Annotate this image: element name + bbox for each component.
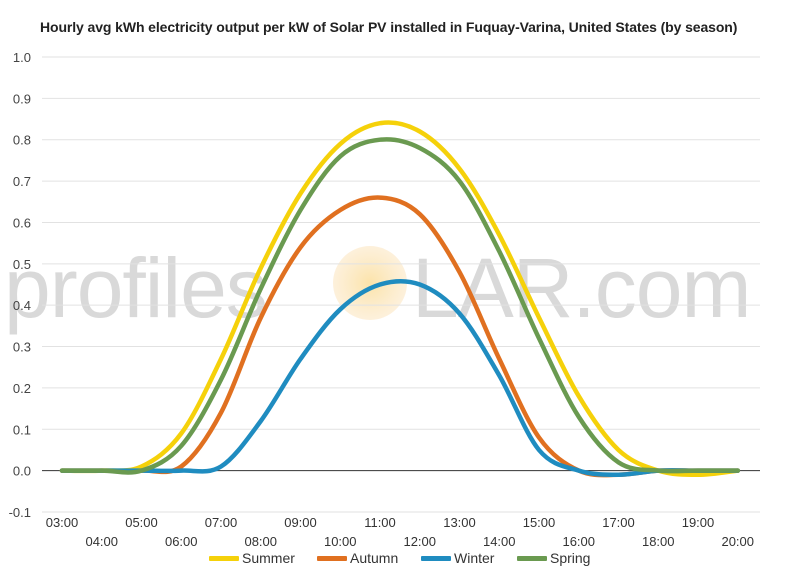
series-line-spring bbox=[59, 137, 741, 475]
x-tick-label: 19:00 bbox=[682, 515, 715, 530]
legend-swatch bbox=[209, 555, 239, 561]
series-lines bbox=[59, 120, 741, 478]
y-tick-label: 0.3 bbox=[13, 340, 31, 355]
legend-label: Autumn bbox=[350, 550, 399, 566]
x-tick-label: 13:00 bbox=[443, 515, 476, 530]
y-tick-label: -0.1 bbox=[9, 505, 31, 520]
y-tick-label: 0.1 bbox=[13, 422, 31, 437]
legend-label: Winter bbox=[454, 550, 495, 566]
x-tick-label: 05:00 bbox=[125, 515, 158, 530]
y-tick-label: 1.0 bbox=[13, 50, 31, 65]
x-tick-label: 20:00 bbox=[721, 534, 754, 549]
y-tick-label: 0.9 bbox=[13, 91, 31, 106]
x-tick-label: 07:00 bbox=[205, 515, 238, 530]
legend-item-autumn: Autumn bbox=[317, 549, 398, 567]
y-tick-label: 0.8 bbox=[13, 133, 31, 148]
legend-swatch bbox=[421, 555, 451, 561]
y-tick-label: 0.0 bbox=[13, 464, 31, 479]
legend-swatch bbox=[517, 555, 547, 561]
legend: Summer Autumn Winter Spring bbox=[0, 549, 800, 567]
x-tick-label: 03:00 bbox=[46, 515, 79, 530]
y-tick-label: 0.7 bbox=[13, 174, 31, 189]
x-tick-label: 08:00 bbox=[244, 534, 277, 549]
x-tick-label: 18:00 bbox=[642, 534, 675, 549]
x-tick-label: 06:00 bbox=[165, 534, 198, 549]
grid-lines bbox=[42, 56, 760, 513]
x-tick-label: 16:00 bbox=[562, 534, 595, 549]
y-tick-label: 0.5 bbox=[13, 257, 31, 272]
legend-swatch bbox=[317, 555, 347, 561]
series-line-summer bbox=[59, 120, 741, 478]
legend-item-spring: Spring bbox=[517, 549, 590, 567]
x-tick-label: 17:00 bbox=[602, 515, 635, 530]
x-tick-label: 11:00 bbox=[364, 515, 396, 530]
legend-label: Summer bbox=[242, 550, 295, 566]
series-line-winter bbox=[59, 278, 741, 478]
x-tick-label: 09:00 bbox=[284, 515, 317, 530]
legend-item-winter: Winter bbox=[421, 549, 494, 567]
chart-title: Hourly avg kWh electricity output per kW… bbox=[40, 19, 738, 35]
legend-item-summer: Summer bbox=[209, 549, 295, 567]
x-axis-ticks: 03:00 04:00 05:00 06:00 07:00 08:00 09:00 10:00… bbox=[46, 515, 754, 549]
x-tick-label: 15:00 bbox=[523, 515, 556, 530]
y-tick-label: 0.4 bbox=[13, 298, 31, 313]
legend-label: Spring bbox=[550, 550, 591, 566]
y-tick-label: 0.2 bbox=[13, 381, 31, 396]
x-tick-label: 12:00 bbox=[403, 534, 436, 549]
series-line-autumn bbox=[59, 195, 741, 478]
x-tick-label: 10:00 bbox=[324, 534, 357, 549]
y-axis-ticks: 1.0 0.9 0.8 0.7 0.6 0.5 0.4 0.3 0.2 0.1 0.0 -0.1 bbox=[9, 50, 31, 520]
x-tick-label: 14:00 bbox=[483, 534, 516, 549]
x-tick-label: 04:00 bbox=[85, 534, 118, 549]
y-tick-label: 0.6 bbox=[13, 215, 31, 230]
